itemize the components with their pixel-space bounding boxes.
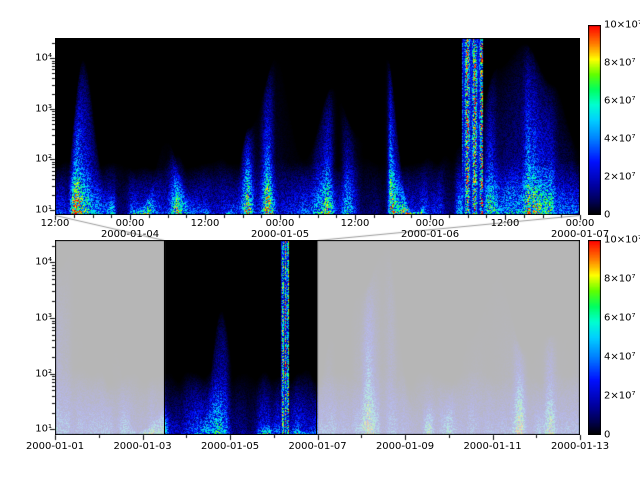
y-tick-label: 10² xyxy=(35,153,52,165)
colorbar-tick-label: 0 xyxy=(604,209,611,221)
y-tick-label: 10⁴ xyxy=(35,52,52,64)
colorbar-tick-label: 8×10⁷ xyxy=(604,57,636,69)
colorbar-tick-label: 6×10⁷ xyxy=(604,95,636,107)
x-tick-label: 00:00 xyxy=(565,218,595,229)
colorbar-tick-label: 8×10⁷ xyxy=(604,273,636,285)
colorbar-tick-label: 10×10⁷ xyxy=(604,234,640,246)
detail-spectrogram xyxy=(55,38,580,215)
x-tick-label: 00:00 xyxy=(415,218,445,229)
colorbar-tick-label: 2×10⁷ xyxy=(604,390,636,402)
x-tick-label: 00:00 xyxy=(115,218,145,229)
detail-colorbar xyxy=(588,25,601,215)
y-tick-label: 10³ xyxy=(35,312,52,324)
x-tick-label: 12:00 xyxy=(190,218,220,229)
x-date-label: 2000-01-07 xyxy=(550,229,610,240)
selection-region[interactable] xyxy=(164,240,317,435)
colorbar-tick-label: 4×10⁷ xyxy=(604,133,636,145)
y-tick-label: 10¹ xyxy=(35,423,52,435)
x-tick-label: 12:00 xyxy=(340,218,370,229)
colorbar-tick-label: 2×10⁷ xyxy=(604,171,636,183)
x-date-label: 2000-01-04 xyxy=(100,229,160,240)
colorbar-tick-label: 6×10⁷ xyxy=(604,312,636,324)
overview-spectrogram[interactable] xyxy=(55,240,580,435)
x-tick-label: 12:00 xyxy=(40,218,70,229)
x-date-label: 2000-01-03 xyxy=(113,441,172,452)
y-tick-label: 10² xyxy=(35,368,52,380)
x-tick-label: 12:00 xyxy=(490,218,520,229)
x-date-label: 2000-01-11 xyxy=(463,441,522,452)
x-date-label: 2000-01-01 xyxy=(25,441,85,452)
y-tick-label: 10¹ xyxy=(35,204,52,216)
x-date-label: 2000-01-05 xyxy=(200,441,260,452)
x-date-label: 2000-01-07 xyxy=(288,441,347,452)
colorbar-tick-label: 10×10⁷ xyxy=(604,19,640,31)
x-date-label: 2000-01-05 xyxy=(250,229,310,240)
x-date-label: 2000-01-13 xyxy=(550,441,610,452)
x-date-label: 2000-01-09 xyxy=(375,441,435,452)
colorbar-tick-label: 0 xyxy=(604,429,611,441)
y-tick-label: 10⁴ xyxy=(35,256,52,268)
colorbar-tick-label: 4×10⁷ xyxy=(604,351,636,363)
overview-colorbar xyxy=(588,240,601,435)
y-tick-label: 10³ xyxy=(35,103,52,115)
x-tick-label: 00:00 xyxy=(265,218,295,229)
x-date-label: 2000-01-06 xyxy=(400,229,460,240)
